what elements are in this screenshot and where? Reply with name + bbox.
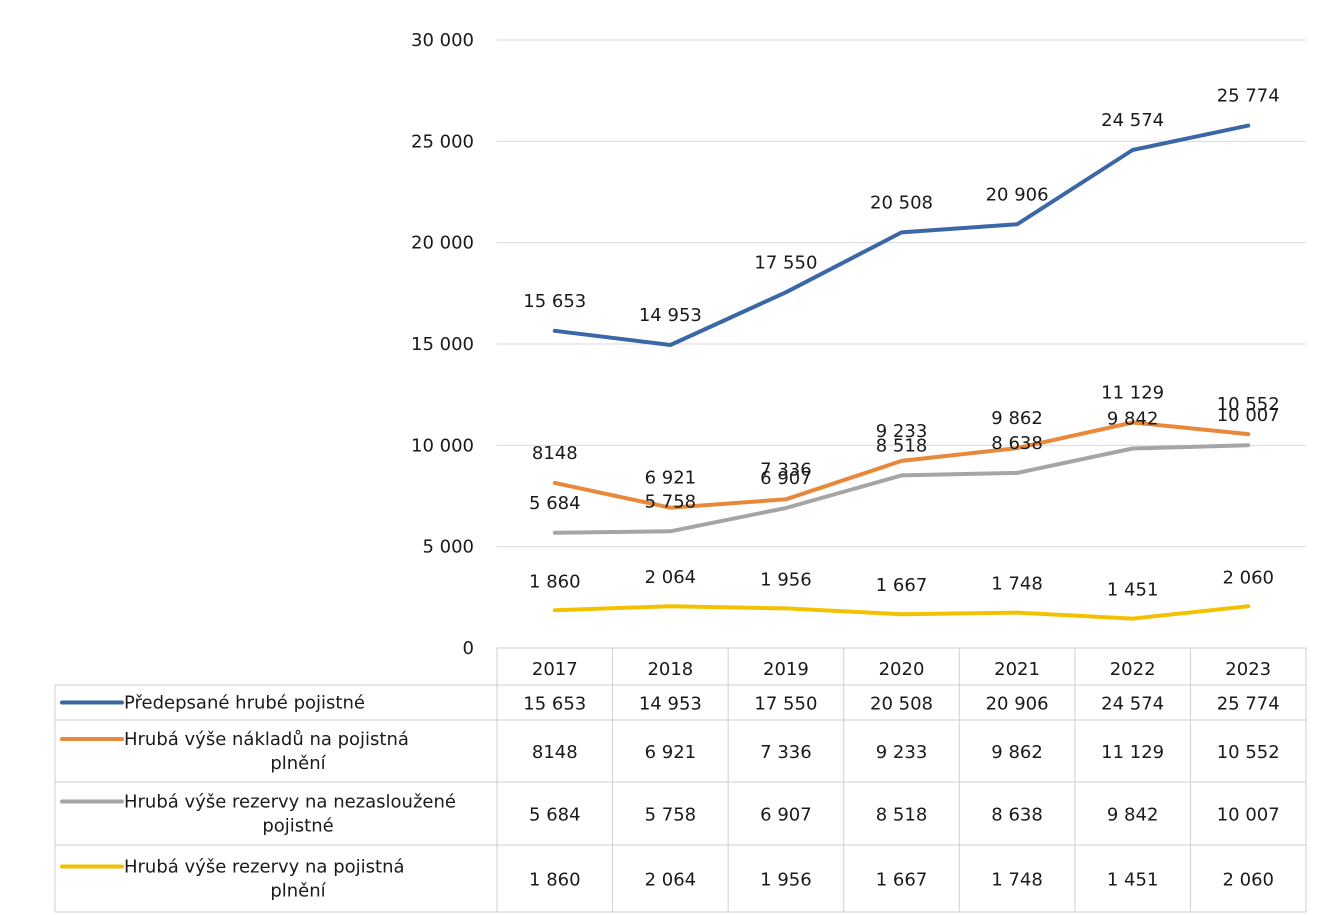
data-label: 14 953 bbox=[639, 305, 702, 326]
series-line bbox=[552, 123, 1251, 347]
table-cell-value: 1 860 bbox=[529, 870, 581, 891]
series-line bbox=[552, 443, 1251, 535]
x-category-label: 2023 bbox=[1225, 659, 1271, 680]
data-label: 6 921 bbox=[645, 468, 697, 489]
table-cell-value: 5 758 bbox=[645, 805, 697, 826]
table-cell-value: 1 748 bbox=[991, 870, 1043, 891]
y-tick-label: 20 000 bbox=[411, 233, 474, 254]
data-label: 8 638 bbox=[991, 433, 1043, 454]
x-category-label: 2021 bbox=[994, 659, 1040, 680]
series-line bbox=[552, 604, 1251, 621]
table-cell-value: 8 518 bbox=[876, 805, 928, 826]
table-cell-value: 15 653 bbox=[523, 694, 586, 715]
y-tick-label: 25 000 bbox=[411, 131, 474, 152]
table-cell-value: 24 574 bbox=[1101, 694, 1164, 715]
data-label: 1 860 bbox=[529, 571, 581, 592]
legend-entry-text: plnění bbox=[270, 881, 326, 902]
legend-entry-text: Hrubá výše rezervy na pojistná bbox=[124, 857, 405, 878]
x-category-label: 2018 bbox=[647, 659, 693, 680]
data-label: 1 956 bbox=[760, 569, 812, 590]
y-tick-label: 10 000 bbox=[411, 435, 474, 456]
table-cell-value: 20 508 bbox=[870, 694, 933, 715]
legend-entry-text: plnění bbox=[270, 753, 326, 774]
gridlines bbox=[497, 39, 1306, 548]
legend-entry-text: pojistné bbox=[262, 816, 333, 837]
data-label: 9 842 bbox=[1107, 409, 1159, 430]
data-label: 20 906 bbox=[986, 184, 1049, 205]
legend-entry-text: Předepsané hrubé pojistné bbox=[124, 693, 365, 714]
data-label: 2 064 bbox=[645, 567, 697, 588]
data-label: 8148 bbox=[532, 443, 578, 464]
data-label: 25 774 bbox=[1217, 86, 1280, 107]
data-label: 1 667 bbox=[876, 575, 928, 596]
y-tick-label: 0 bbox=[463, 638, 474, 659]
y-tick-label: 15 000 bbox=[411, 334, 474, 355]
table-cell-value: 1 667 bbox=[876, 870, 928, 891]
data-label: 17 550 bbox=[754, 252, 817, 273]
x-category-label: 2020 bbox=[879, 659, 925, 680]
table-cell-value: 5 684 bbox=[529, 805, 581, 826]
data-label: 5 758 bbox=[645, 491, 697, 512]
data-label: 11 129 bbox=[1101, 382, 1164, 403]
table-cell-value: 9 842 bbox=[1107, 805, 1159, 826]
x-category-label: 2022 bbox=[1110, 659, 1156, 680]
data-label: 9 862 bbox=[991, 408, 1043, 429]
data-label: 15 653 bbox=[523, 291, 586, 312]
table-cell-value: 17 550 bbox=[754, 694, 817, 715]
table-cell-value: 11 129 bbox=[1101, 742, 1164, 763]
data-label: 10 007 bbox=[1217, 405, 1280, 426]
table-cell-value: 10 007 bbox=[1217, 805, 1280, 826]
table-cell-value: 25 774 bbox=[1217, 694, 1280, 715]
legend-entry-text: Hrubá výše rezervy na nezasloužené bbox=[124, 792, 456, 813]
table-cell-value: 9 233 bbox=[876, 742, 928, 763]
y-tick-label: 30 000 bbox=[411, 30, 474, 51]
table-cell-value: 8 638 bbox=[991, 805, 1043, 826]
series-line bbox=[552, 420, 1251, 510]
data-label: 24 574 bbox=[1101, 110, 1164, 131]
table-cell-value: 10 552 bbox=[1217, 742, 1280, 763]
data-labels: 15 653 14 953 17 550 20 508 20 906 24 574 25 7… bbox=[523, 86, 1279, 601]
table-cell-value: 7 336 bbox=[760, 742, 812, 763]
data-label: 10 552 bbox=[1217, 394, 1280, 415]
table-cell-value: 6 907 bbox=[760, 805, 812, 826]
table-cell-value: 6 921 bbox=[645, 742, 697, 763]
data-label: 5 684 bbox=[529, 493, 581, 514]
x-category-label: 2019 bbox=[763, 659, 809, 680]
data-label: 20 508 bbox=[870, 192, 933, 213]
y-axis-ticks: 0 5 000 10 000 15 000 20 000 25 000 30 000 bbox=[411, 30, 474, 659]
table-cell-value: 1 451 bbox=[1107, 870, 1159, 891]
data-label: 2 060 bbox=[1222, 567, 1274, 588]
data-label: 7 336 bbox=[760, 459, 812, 480]
table-cell-value: 20 906 bbox=[986, 694, 1049, 715]
legend-entry-text: Hrubá výše nákladů na pojistná bbox=[124, 729, 409, 750]
data-label: 6 907 bbox=[760, 468, 812, 489]
data-label: 9 233 bbox=[876, 421, 928, 442]
table-cell-value: 14 953 bbox=[639, 694, 702, 715]
x-category-label: 2017 bbox=[532, 659, 578, 680]
table-cell-value: 1 956 bbox=[760, 870, 812, 891]
data-label: 8 518 bbox=[876, 435, 928, 456]
y-tick-label: 5 000 bbox=[422, 537, 474, 558]
table-cell-value: 2 064 bbox=[645, 870, 697, 891]
series-lines bbox=[552, 123, 1251, 621]
table-cell-value: 2 060 bbox=[1222, 870, 1274, 891]
data-table: 2017 2018 2019 2020 2021 2022 2023 Předepsané h… bbox=[54, 647, 1307, 913]
table-cell-value: 8148 bbox=[532, 742, 578, 763]
data-label: 1 451 bbox=[1107, 580, 1159, 601]
data-label: 1 748 bbox=[991, 574, 1043, 595]
table-cell-value: 9 862 bbox=[991, 742, 1043, 763]
